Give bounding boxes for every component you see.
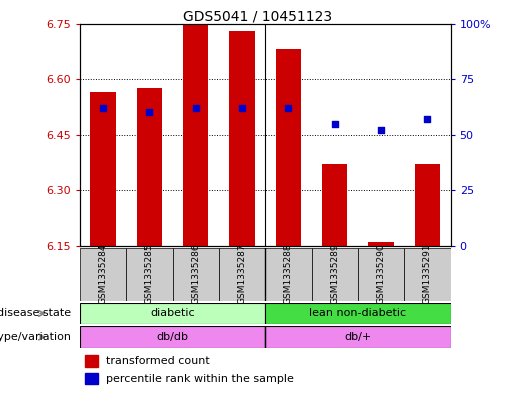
Point — [377, 127, 385, 133]
Bar — [415, 164, 440, 246]
Bar — [265, 303, 451, 324]
Text: lean non-diabetic: lean non-diabetic — [310, 309, 406, 318]
Bar — [126, 248, 173, 301]
Text: GDS5041 / 10451123: GDS5041 / 10451123 — [183, 10, 332, 24]
Bar — [80, 248, 126, 301]
Bar — [368, 242, 394, 246]
Point — [284, 105, 293, 111]
Bar — [322, 164, 348, 246]
Bar — [85, 373, 98, 384]
Bar — [85, 354, 98, 367]
Bar — [312, 248, 358, 301]
Text: GSM1335289: GSM1335289 — [330, 244, 339, 305]
Bar — [229, 31, 255, 246]
Bar — [80, 326, 265, 348]
Text: GSM1335287: GSM1335287 — [237, 244, 247, 305]
Bar — [90, 92, 116, 246]
Point — [423, 116, 432, 122]
Text: db/+: db/+ — [345, 332, 371, 342]
Bar — [183, 24, 209, 246]
Text: db/db: db/db — [157, 332, 188, 342]
Point — [192, 105, 200, 111]
Bar — [358, 248, 404, 301]
Text: genotype/variation: genotype/variation — [0, 332, 75, 342]
Bar — [404, 248, 451, 301]
Point — [331, 120, 339, 127]
Text: disease state: disease state — [0, 309, 75, 318]
Bar — [173, 248, 219, 301]
Bar — [276, 50, 301, 246]
Text: transformed count: transformed count — [106, 356, 210, 366]
Point — [99, 105, 107, 111]
Bar — [219, 248, 265, 301]
Text: GSM1335286: GSM1335286 — [191, 244, 200, 305]
Bar — [80, 303, 265, 324]
Text: GSM1335284: GSM1335284 — [98, 244, 108, 304]
Bar — [265, 248, 312, 301]
Text: GSM1335288: GSM1335288 — [284, 244, 293, 305]
Text: GSM1335291: GSM1335291 — [423, 244, 432, 305]
Bar — [265, 326, 451, 348]
Point — [145, 109, 153, 116]
Bar — [136, 88, 162, 246]
Text: percentile rank within the sample: percentile rank within the sample — [106, 374, 294, 384]
Text: diabetic: diabetic — [150, 309, 195, 318]
Point — [238, 105, 246, 111]
Text: GSM1335285: GSM1335285 — [145, 244, 154, 305]
Text: GSM1335290: GSM1335290 — [376, 244, 386, 305]
